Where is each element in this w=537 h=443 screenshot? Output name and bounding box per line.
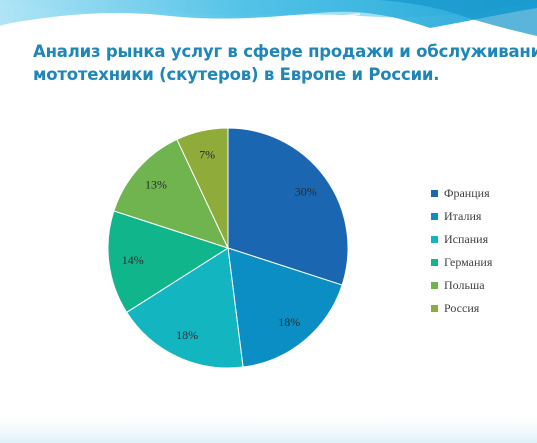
pie-slice-2 bbox=[227, 247, 343, 368]
data-label-4: 14% bbox=[122, 253, 144, 267]
legend-item-4: Германия bbox=[431, 251, 492, 274]
legend-label: Германия bbox=[444, 255, 493, 269]
legend-item-6: Россия bbox=[431, 297, 492, 320]
legend-item-1: Франция bbox=[431, 182, 492, 205]
chart-title-line-2: мототехники (скутеров) в Европе и России… bbox=[33, 65, 440, 84]
legend-label: Франция bbox=[444, 186, 490, 200]
legend-label: Россия bbox=[444, 301, 480, 315]
pie-slice-6 bbox=[176, 127, 229, 249]
chart-title: Анализ рынка услуг в сфере продажи и обс… bbox=[33, 40, 537, 86]
data-label-2: 18% bbox=[278, 315, 300, 329]
legend-label: Италия bbox=[444, 209, 482, 223]
data-label-5: 13% bbox=[145, 178, 167, 192]
legend: Франция Италия Испания Германия Польша Россия bbox=[431, 182, 492, 320]
pie-slice-1 bbox=[227, 127, 349, 286]
legend-item-5: Польша bbox=[431, 274, 492, 297]
pie-slice-3 bbox=[125, 247, 244, 369]
legend-label: Польша bbox=[444, 278, 485, 292]
legend-swatch bbox=[431, 305, 438, 312]
pie-slice-5 bbox=[113, 138, 229, 249]
legend-swatch bbox=[431, 213, 438, 220]
data-label-6: 7% bbox=[199, 147, 215, 161]
data-label-1: 30% bbox=[295, 185, 317, 199]
legend-swatch bbox=[431, 236, 438, 243]
chart-title-line-1: Анализ рынка услуг в сфере продажи и обс… bbox=[33, 42, 537, 61]
legend-swatch bbox=[431, 282, 438, 289]
legend-item-3: Испания bbox=[431, 228, 492, 251]
legend-swatch bbox=[431, 190, 438, 197]
data-label-3: 18% bbox=[176, 328, 198, 342]
legend-item-2: Италия bbox=[431, 205, 492, 228]
legend-label: Испания bbox=[444, 232, 489, 246]
legend-swatch bbox=[431, 259, 438, 266]
pie-slice-4 bbox=[107, 210, 230, 313]
